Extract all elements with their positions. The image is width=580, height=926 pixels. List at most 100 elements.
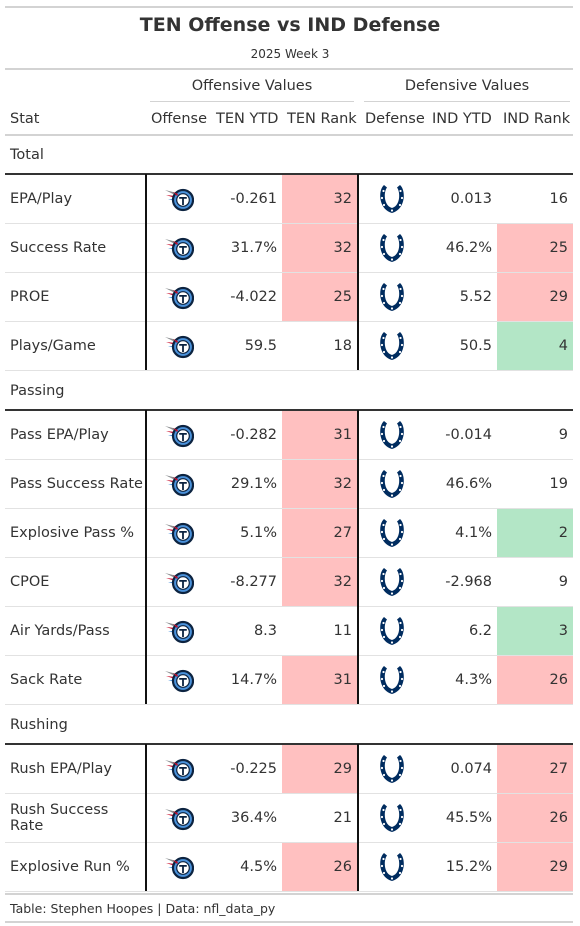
ind-rank-value: 9 [497,558,573,606]
ten-rank-value: 26 [282,843,357,891]
ind-ytd-value: 46.2% [427,224,497,272]
ind-ytd-value: -2.968 [427,558,497,606]
ind-rank-value: 16 [497,175,573,223]
stat-name: Pass Success Rate [5,460,145,508]
ten-ytd-value: 36.4% [213,794,282,842]
ten-ytd-value: -0.282 [213,411,282,459]
col-header-ten-rank: TEN Rank [287,111,357,127]
offense-vertical-divider [145,410,147,704]
ten-rank-value: 32 [282,175,357,223]
stat-name: Air Yards/Pass [5,607,145,655]
colts-horseshoe-icon [377,467,407,501]
ind-rank-value: 19 [497,460,573,508]
ind-ytd-value: 45.5% [427,794,497,842]
colts-horseshoe-icon [377,752,407,786]
table-row: Air Yards/Pass 8.3 11 6.2 3 [5,607,573,656]
column-header-divider [5,134,573,136]
table-row: Rush Success Rate 36.4% 21 45.5% 26 [5,794,573,843]
defense-logo-cell [357,175,427,223]
stat-name: PROE [5,273,145,321]
offense-logo-cell [145,843,213,891]
colts-horseshoe-icon [377,565,407,599]
ten-rank-value: 29 [282,745,357,793]
offense-logo-cell [145,558,213,606]
titans-logo-icon [164,854,194,880]
row-divider [5,891,573,892]
stat-name: EPA/Play [5,175,145,223]
defense-logo-cell [357,411,427,459]
defense-vertical-divider [357,744,359,891]
colts-horseshoe-icon [377,801,407,835]
table-row: Sack Rate 14.7% 31 4.3% 26 [5,656,573,705]
colts-horseshoe-icon [377,182,407,216]
defense-vertical-divider [357,174,359,370]
titans-logo-icon [164,284,194,310]
table-row: Plays/Game 59.5 18 50.5 4 [5,322,573,371]
ten-rank-value: 31 [282,411,357,459]
defense-logo-cell [357,656,427,704]
ind-ytd-value: 0.074 [427,745,497,793]
offense-logo-cell [145,322,213,370]
stat-name: Rush EPA/Play [5,745,145,793]
defensive-values-spanner: Defensive Values [362,78,572,94]
table-row: PROE -4.022 25 5.52 29 [5,273,573,322]
ten-rank-value: 18 [282,322,357,370]
ten-ytd-value: -0.261 [213,175,282,223]
ind-rank-value: 27 [497,745,573,793]
colts-horseshoe-icon [377,231,407,265]
offensive-values-spanner: Offensive Values [148,78,356,94]
ind-rank-value: 3 [497,607,573,655]
ten-ytd-value: -8.277 [213,558,282,606]
offense-logo-cell [145,411,213,459]
titans-logo-icon [164,756,194,782]
ten-ytd-value: 5.1% [213,509,282,557]
col-header-ind-ytd: IND YTD [432,111,492,127]
stat-name: Rush Success Rate [5,794,145,842]
offense-vertical-divider [145,744,147,891]
offense-logo-cell [145,607,213,655]
ten-rank-value: 27 [282,509,357,557]
ten-rank-value: 21 [282,794,357,842]
offense-vertical-divider [145,174,147,370]
colts-horseshoe-icon [377,850,407,884]
colts-horseshoe-icon [377,418,407,452]
col-header-ind-rank: IND Rank [503,111,570,127]
ten-rank-value: 11 [282,607,357,655]
titans-logo-icon [164,569,194,595]
defensive-spanner-line [364,101,570,102]
ten-ytd-value: 14.7% [213,656,282,704]
defense-logo-cell [357,607,427,655]
header-divider [5,68,573,70]
titans-logo-icon [164,471,194,497]
stat-name: Explosive Run % [5,843,145,891]
ind-rank-value: 26 [497,794,573,842]
offense-logo-cell [145,509,213,557]
offense-logo-cell [145,175,213,223]
stat-name: Pass EPA/Play [5,411,145,459]
ind-rank-value: 25 [497,224,573,272]
ind-ytd-value: 4.3% [427,656,497,704]
titans-logo-icon [164,618,194,644]
defense-logo-cell [357,224,427,272]
defense-logo-cell [357,558,427,606]
stat-name: Plays/Game [5,322,145,370]
ten-rank-value: 31 [282,656,357,704]
table-row: Success Rate 31.7% 32 46.2% 25 [5,224,573,273]
col-header-ten-ytd: TEN YTD [216,111,278,127]
ten-ytd-value: -0.225 [213,745,282,793]
offense-logo-cell [145,224,213,272]
col-header-offense: Offense [151,111,207,127]
offense-logo-cell [145,273,213,321]
footer-border [5,921,573,923]
titans-logo-icon [164,805,194,831]
group-label: Rushing [10,717,68,733]
table-row: Pass Success Rate 29.1% 32 46.6% 19 [5,460,573,509]
bottom-border [5,893,573,895]
stat-name: Explosive Pass % [5,509,145,557]
offense-logo-cell [145,656,213,704]
colts-horseshoe-icon [377,663,407,697]
stat-name: CPOE [5,558,145,606]
table-row: Pass EPA/Play -0.282 31 -0.014 9 [5,411,573,460]
titans-logo-icon [164,235,194,261]
